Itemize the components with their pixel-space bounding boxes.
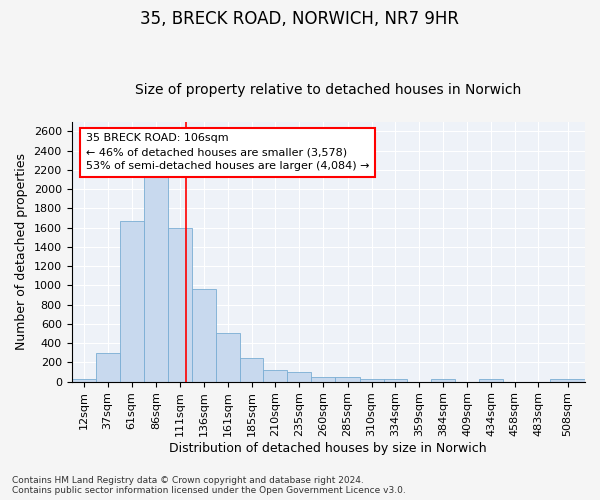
Bar (287, 372, 311, 382)
Bar (263, 370, 287, 382)
Text: 35, BRECK ROAD, NORWICH, NR7 9HR: 35, BRECK ROAD, NORWICH, NR7 9HR (140, 10, 460, 28)
Bar (311, 377, 335, 382)
Bar (335, 377, 359, 382)
X-axis label: Distribution of detached houses by size in Norwich: Distribution of detached houses by size … (169, 442, 487, 455)
Bar (168, 228, 192, 382)
Title: Size of property relative to detached houses in Norwich: Size of property relative to detached ho… (135, 83, 521, 97)
Bar (216, 333, 240, 382)
Bar (192, 290, 216, 382)
Bar (431, 379, 455, 382)
Text: Contains HM Land Registry data © Crown copyright and database right 2024.
Contai: Contains HM Land Registry data © Crown c… (12, 476, 406, 495)
Bar (144, 174, 168, 382)
Bar (479, 380, 503, 382)
Bar (240, 358, 263, 382)
Bar (95, 353, 119, 382)
Y-axis label: Number of detached properties: Number of detached properties (15, 153, 28, 350)
Bar (71, 380, 95, 382)
Bar (550, 380, 585, 382)
Text: 35 BRECK ROAD: 106sqm
← 46% of detached houses are smaller (3,578)
53% of semi-d: 35 BRECK ROAD: 106sqm ← 46% of detached … (86, 134, 370, 172)
Bar (359, 379, 383, 382)
Bar (383, 379, 407, 382)
Bar (119, 221, 144, 382)
